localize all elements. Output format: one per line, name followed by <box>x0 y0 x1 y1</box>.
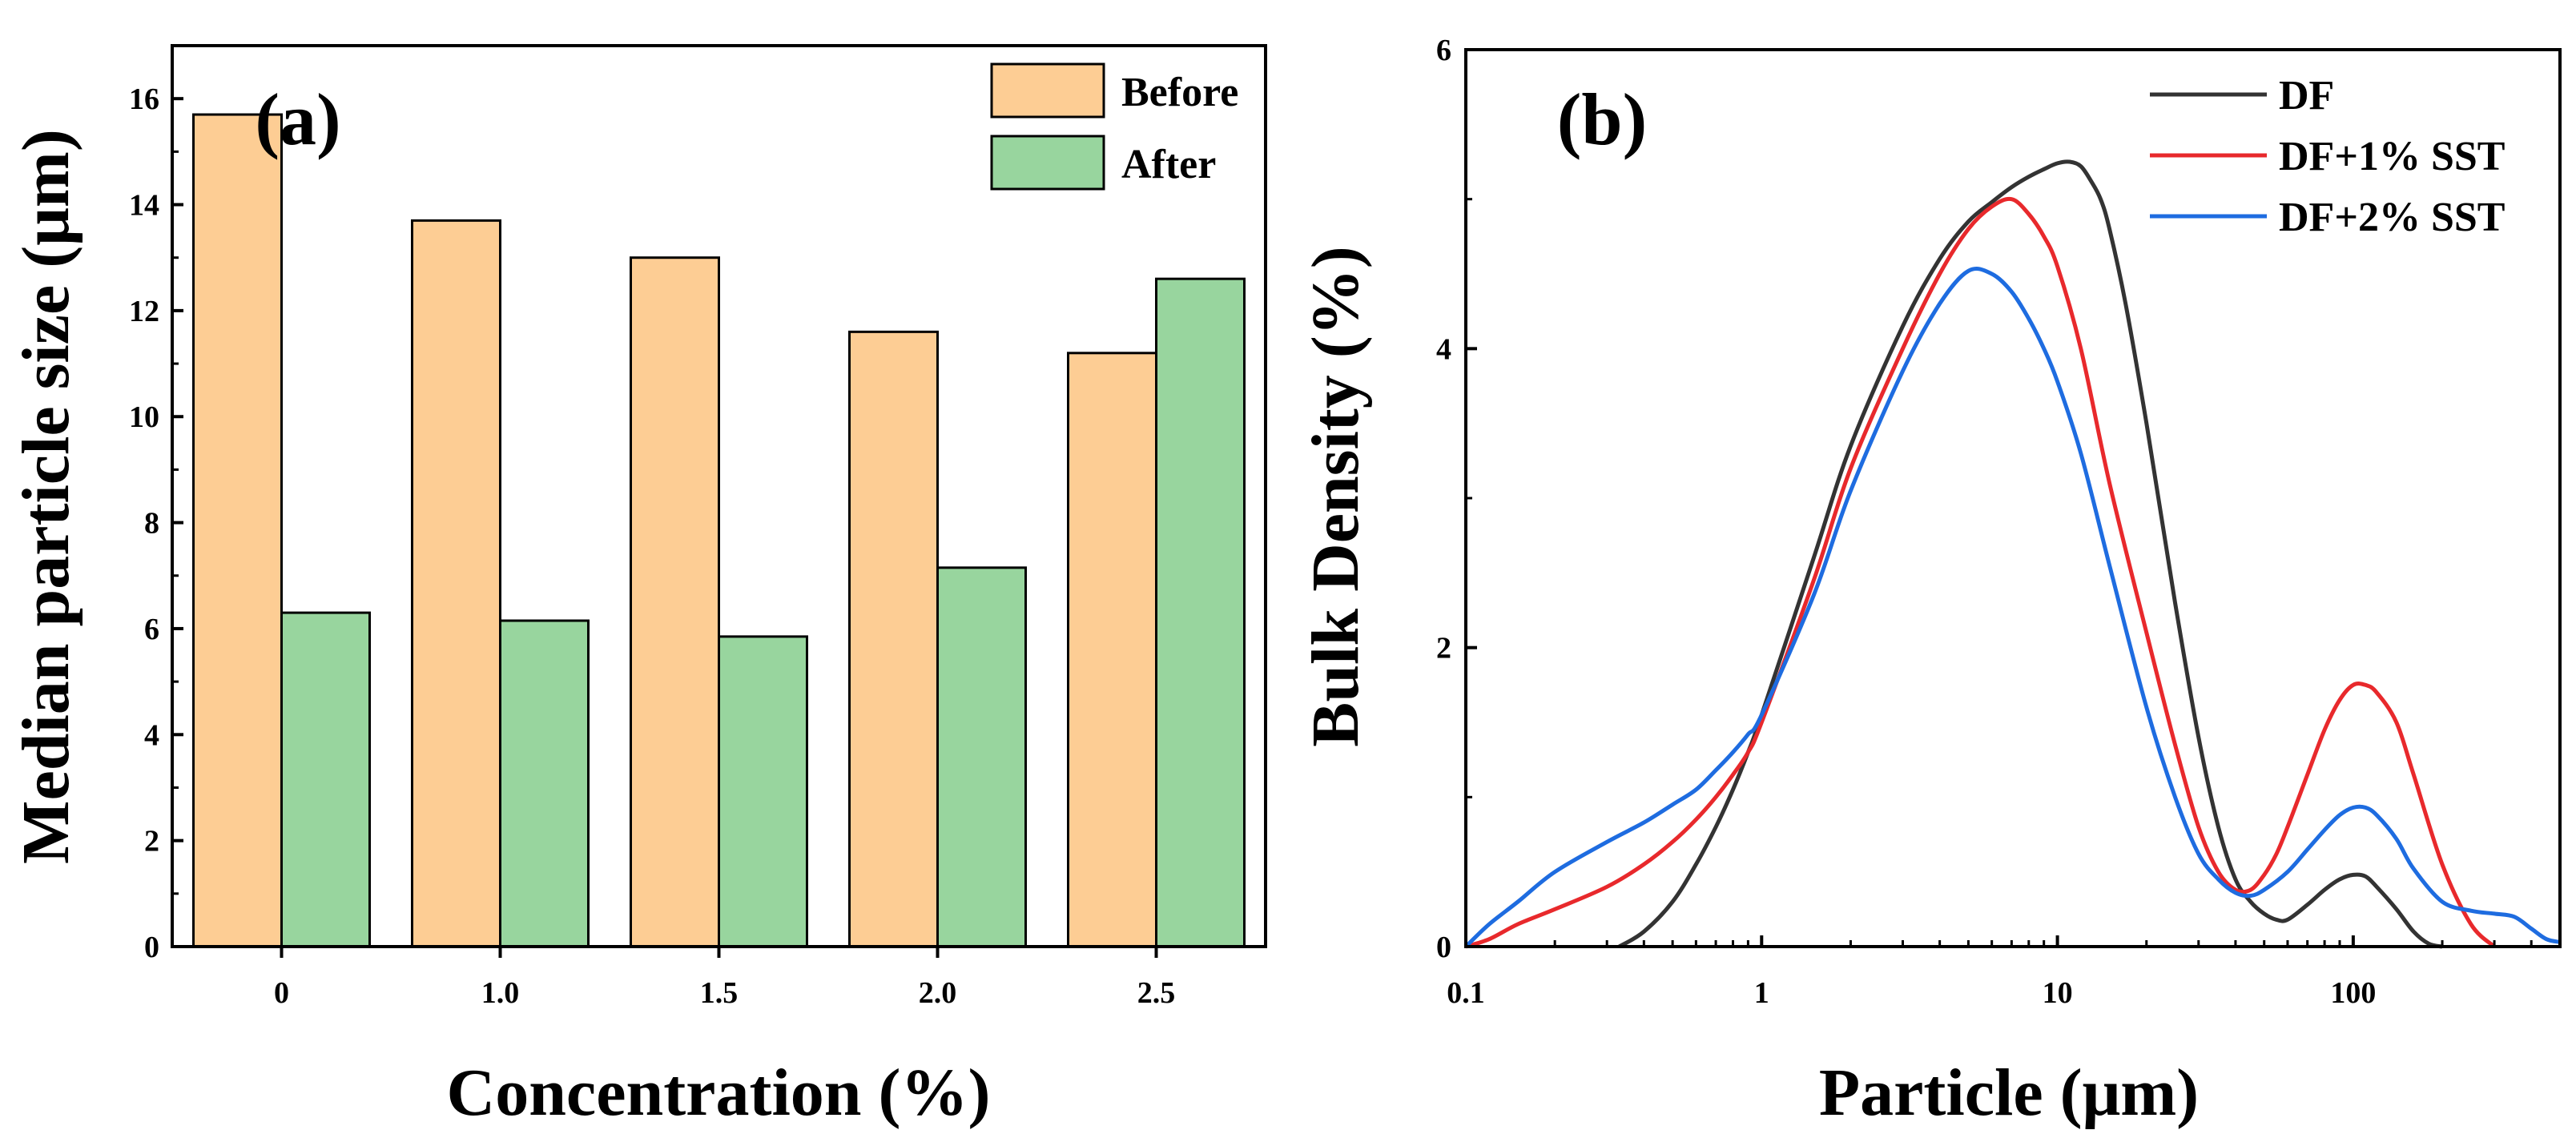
legend-label-2: DF+2% SST <box>2279 195 2505 240</box>
bar-after-1.5 <box>718 635 808 948</box>
y-tick-label: 0 <box>144 931 159 964</box>
line-chart-panel: 0 2 4 6 0.1 1 10 100 (b) Particle (μm) Bulk De… <box>1298 34 2562 1130</box>
x-tick-label: 2.0 <box>919 976 957 1010</box>
y-tick-label: 6 <box>144 613 159 646</box>
x-axis-ticks: 0 1.0 1.5 2.0 2.5 <box>274 947 1175 1010</box>
x-tick-label: 0.1 <box>1447 976 1485 1010</box>
bar-before-1.0 <box>411 219 501 948</box>
y-tick-label: 16 <box>129 82 159 116</box>
legend-swatch-before <box>990 62 1105 119</box>
series-lines <box>1464 159 2561 949</box>
y-tick-label: 2 <box>1436 632 1451 666</box>
bar-before-0 <box>192 113 283 948</box>
x-tick-label: 10 <box>2043 976 2073 1010</box>
bar-after-2.5 <box>1155 277 1246 948</box>
y-tick-label: 6 <box>1436 34 1451 67</box>
x-axis-title: Concentration (%) <box>447 1056 991 1130</box>
legend: DF DF+1% SST DF+2% SST <box>2150 73 2505 240</box>
x-axis-ticks: 0.1 1 10 100 <box>1447 935 2562 1010</box>
y-tick-label: 10 <box>129 400 159 434</box>
x-tick-label: 0 <box>274 976 289 1010</box>
series-line-1 <box>1465 196 2496 949</box>
y-axis-title: Bulk Density (%) <box>1298 246 1373 746</box>
legend-label-0: DF <box>2279 73 2334 119</box>
legend: Before After <box>990 62 1238 191</box>
y-tick-label: 14 <box>129 189 159 223</box>
y-tick-label: 12 <box>129 295 159 328</box>
legend-label-1: DF+1% SST <box>2279 134 2505 179</box>
bar-chart-panel: 0 2 4 6 8 10 12 14 16 0 1.0 1.5 2.0 2.5 (a) Concentr… <box>9 44 1267 1130</box>
y-tick-label: 8 <box>144 507 159 541</box>
y-tick-label: 2 <box>144 825 159 859</box>
x-tick-label: 100 <box>2330 976 2376 1010</box>
bar-before-2.5 <box>1067 352 1157 948</box>
panel-label-b: (b) <box>1557 78 1647 160</box>
y-tick-label: 4 <box>144 718 159 752</box>
y-axis-title: Median particle size (μm) <box>9 129 83 864</box>
bar-group <box>192 113 1246 948</box>
panel-label-a: (a) <box>255 78 340 160</box>
y-tick-label: 4 <box>1436 332 1451 366</box>
x-tick-label: 2.5 <box>1137 976 1176 1010</box>
bar-after-0 <box>280 611 371 948</box>
y-axis-ticks: 0 2 4 6 8 10 12 14 16 <box>129 82 183 964</box>
y-axis-ticks: 0 2 4 6 <box>1436 34 1477 964</box>
bar-before-1.5 <box>630 256 720 948</box>
x-tick-label: 1 <box>1754 976 1769 1010</box>
bar-after-2.0 <box>936 566 1027 948</box>
bar-before-2.0 <box>848 330 939 948</box>
legend-label-after: After <box>1121 142 1216 187</box>
x-axis-title: Particle (μm) <box>1819 1056 2199 1130</box>
bar-after-1.0 <box>499 619 590 948</box>
series-line-2 <box>1464 267 2561 948</box>
y-tick-label: 0 <box>1436 931 1451 964</box>
x-tick-label: 1.5 <box>700 976 739 1010</box>
x-tick-label: 1.0 <box>481 976 520 1010</box>
legend-swatch-after <box>990 135 1105 191</box>
legend-label-before: Before <box>1121 70 1238 115</box>
series-line-0 <box>1618 159 2443 949</box>
